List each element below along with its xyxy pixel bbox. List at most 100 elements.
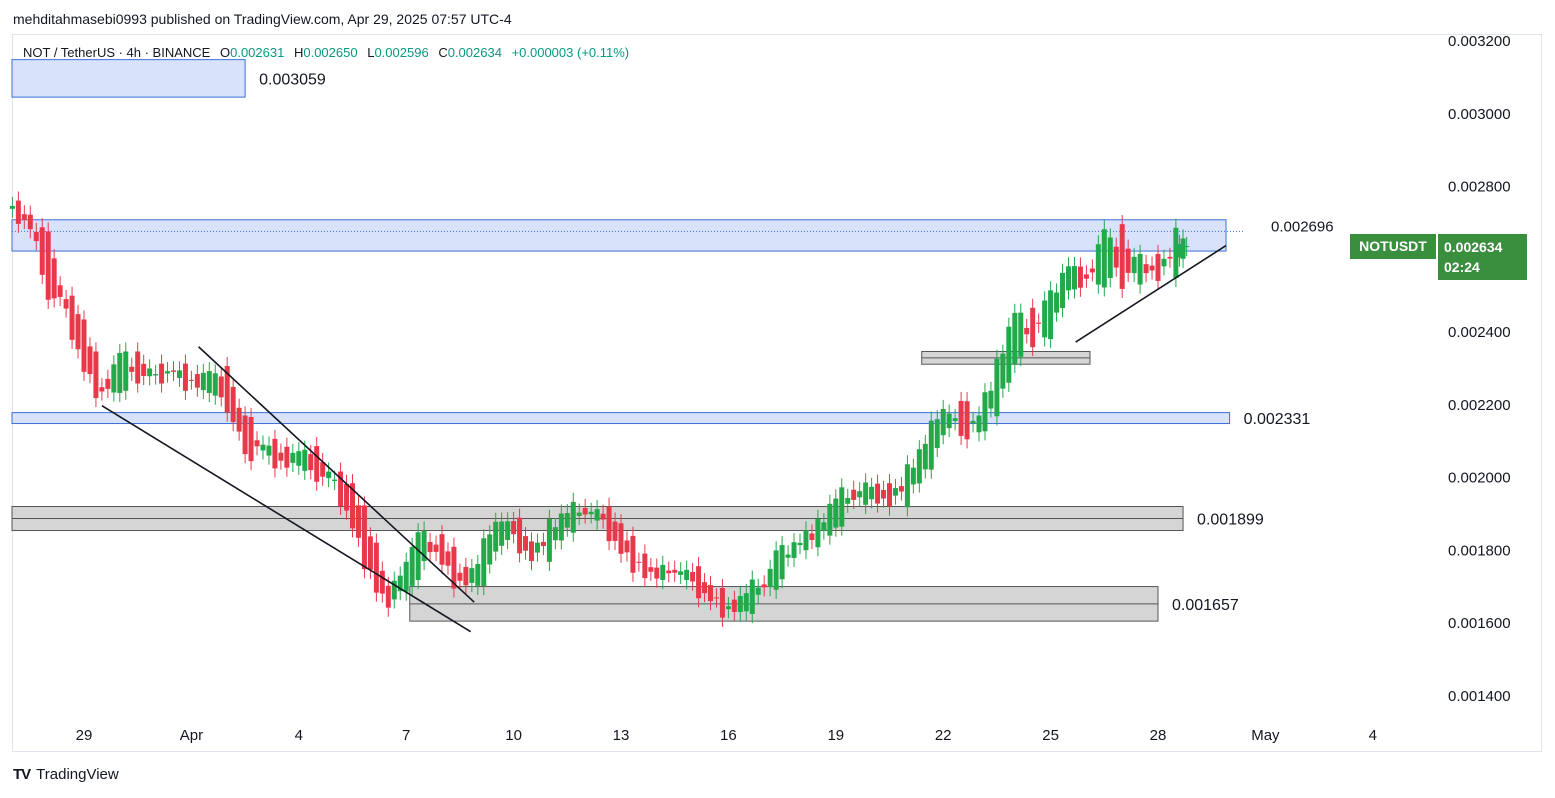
candle-body — [421, 530, 427, 562]
x-tick-label: 19 — [827, 727, 844, 744]
chart-area[interactable] — [12, 34, 1542, 752]
candle-body — [176, 370, 182, 378]
candle-body — [672, 569, 678, 573]
candle-body — [1083, 274, 1089, 279]
candle-body — [540, 541, 546, 547]
candle-body — [666, 570, 672, 574]
published-by-text: mehditahmasebi0993 published on TradingV… — [13, 11, 512, 27]
candle-body — [660, 564, 666, 581]
candle-body — [1048, 290, 1054, 340]
candle-body — [684, 569, 690, 581]
candle-body — [791, 542, 797, 558]
high-label: H — [293, 45, 304, 60]
candle-body — [600, 513, 606, 520]
candle-body — [302, 449, 308, 471]
ticker-tag: NOTUSDT — [1350, 234, 1436, 259]
candle-body — [373, 542, 379, 593]
candle-body — [51, 258, 57, 299]
candle-body — [403, 561, 409, 592]
candle-body — [904, 464, 910, 508]
candle-body — [725, 606, 731, 610]
candle-body — [761, 584, 767, 588]
y-tick-label: 0.002000 — [1448, 470, 1511, 487]
blue-zone-support — [11, 412, 1231, 425]
x-tick-label: 22 — [935, 727, 952, 744]
candle-body — [1071, 266, 1077, 290]
candle-body — [857, 491, 863, 498]
candle-body — [57, 285, 63, 297]
candle-body — [1113, 246, 1119, 268]
candle-body — [1006, 326, 1012, 383]
candle-body — [1107, 237, 1113, 278]
candle-body — [612, 521, 618, 541]
candle-body — [194, 374, 200, 388]
candle-body — [755, 587, 761, 595]
candle-body — [1066, 266, 1071, 291]
x-tick-label: 4 — [1369, 727, 1377, 744]
candle-body — [678, 571, 684, 575]
candle-body — [81, 319, 87, 372]
candle-body — [1012, 312, 1018, 364]
candle-body — [1131, 256, 1137, 274]
candle-body — [749, 579, 755, 614]
candle-body — [457, 572, 463, 581]
candle-body — [326, 471, 332, 479]
close-label: C — [438, 45, 448, 60]
candle-body — [1042, 300, 1048, 338]
candle-body — [887, 483, 892, 507]
candle-body — [970, 420, 976, 424]
last-price-value: 0.002634 — [1444, 239, 1503, 255]
candle-body — [135, 351, 141, 384]
candle-body — [171, 370, 176, 372]
candle-body — [499, 521, 505, 546]
x-tick-label: May — [1251, 727, 1280, 744]
blue-zone-support-label: 0.002331 — [1244, 411, 1311, 428]
candle-body — [236, 407, 242, 432]
tradingview-logo[interactable]: TV TradingView — [13, 766, 119, 783]
candle-body — [815, 518, 821, 548]
tradingview-logo-icon: TV — [13, 766, 31, 783]
candle-body — [1167, 256, 1173, 259]
candle-body — [278, 452, 284, 461]
candle-body — [87, 346, 93, 375]
candle-body — [737, 596, 743, 613]
triangle-lower — [1075, 244, 1227, 343]
candle-body — [534, 542, 540, 553]
candle-body — [869, 486, 875, 500]
last-price-tag: 0.002634 02:24 — [1438, 234, 1527, 280]
candle-body — [445, 551, 451, 566]
candle-body — [1180, 238, 1186, 259]
candle-body — [296, 451, 302, 466]
candle-body — [224, 366, 230, 413]
candle-body — [803, 530, 809, 551]
candle-body — [206, 371, 212, 393]
candle-body — [254, 440, 260, 447]
candle-body — [654, 567, 660, 579]
y-tick-label: 0.001600 — [1448, 615, 1511, 632]
candle-body — [743, 593, 749, 612]
x-tick-label: Apr — [180, 727, 203, 744]
candle-body — [1101, 229, 1107, 288]
candle-body — [630, 535, 636, 573]
candle-body — [1184, 245, 1190, 248]
candle-body — [928, 420, 934, 470]
candle-body — [284, 446, 290, 468]
candle-body — [1095, 244, 1101, 285]
candle-body — [15, 200, 21, 224]
zone-label-0: 0.002696 — [1271, 219, 1334, 236]
candle-body — [385, 585, 391, 608]
candle-body — [1030, 307, 1036, 348]
symbol-title[interactable]: NOT / TetherUS · 4h · BINANCE — [23, 45, 211, 60]
y-tick-label: 0.001800 — [1448, 542, 1511, 559]
candle-body — [696, 566, 702, 599]
candle-body — [153, 374, 159, 376]
candle-body — [439, 534, 445, 565]
candle-body — [45, 231, 51, 300]
candle-body — [427, 541, 433, 553]
candle-body — [773, 550, 779, 590]
candle-body — [1125, 248, 1131, 273]
candle-body — [1143, 264, 1149, 274]
candle-body — [117, 352, 123, 393]
candle-body — [1173, 227, 1179, 278]
